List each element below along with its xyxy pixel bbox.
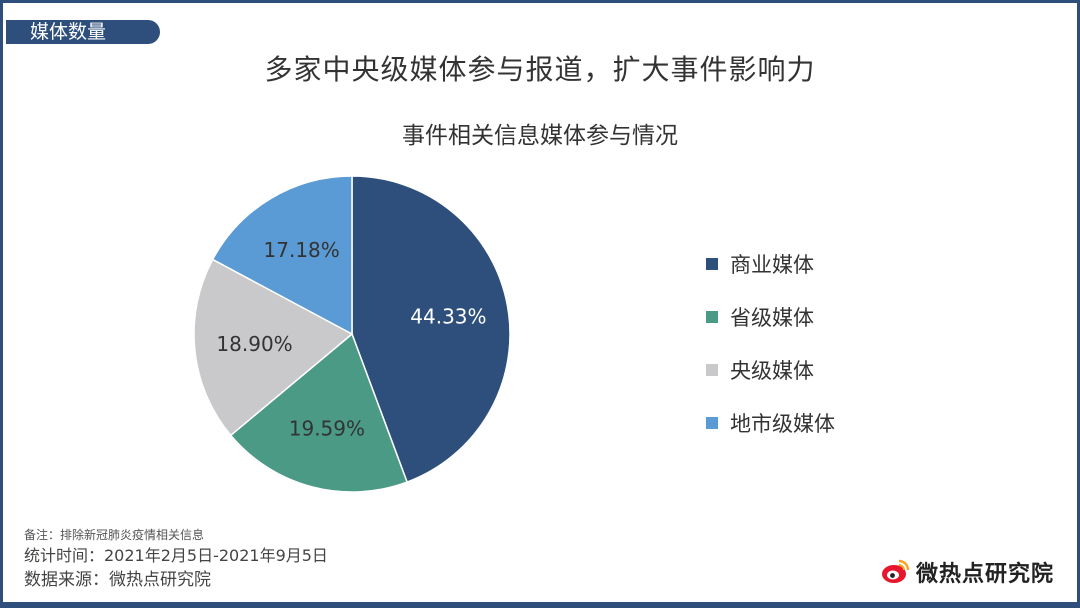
legend-item-provincial: 省级媒体	[706, 290, 835, 343]
legend-swatch	[706, 310, 718, 323]
weibo-eye-icon	[881, 559, 910, 583]
data-label: 44.33%	[410, 305, 486, 329]
legend-swatch	[706, 416, 718, 429]
logo-text: 微热点研究院	[915, 562, 1054, 587]
legend-item-commercial: 商业媒体	[706, 237, 835, 290]
legend-item-municipal: 地市级媒体	[706, 396, 835, 449]
slice-provincial	[229, 332, 409, 493]
slice-commercial	[351, 175, 511, 484]
legend-label: 央级媒体	[730, 358, 814, 383]
chart-legend: 商业媒体 省级媒体 央级媒体 地市级媒体	[706, 237, 835, 449]
legend-swatch	[706, 363, 718, 376]
brand-logo: 微热点研究院	[880, 556, 1054, 588]
section-tag: 媒体数量	[6, 20, 160, 44]
legend-item-central: 央级媒体	[706, 343, 835, 396]
data-label: 18.90%	[216, 332, 292, 356]
legend-label: 地市级媒体	[730, 411, 835, 436]
chart-title: 事件相关信息媒体参与情况	[402, 123, 678, 149]
legend-swatch	[706, 257, 718, 270]
footnote: 备注：排除新冠肺炎疫情相关信息	[24, 528, 205, 542]
slice-central	[193, 258, 354, 437]
data-source: 数据来源：微热点研究院	[24, 570, 211, 590]
page-title: 多家中央级媒体参与报道，扩大事件影响力	[264, 53, 816, 86]
legend-label: 商业媒体	[730, 252, 814, 277]
data-label: 19.59%	[289, 417, 365, 441]
data-label: 17.18%	[264, 238, 340, 262]
legend-label: 省级媒体	[730, 305, 814, 330]
slice-municipal	[211, 175, 353, 336]
stat-period: 统计时间：2021年2月5日-2021年9月5日	[24, 546, 328, 565]
